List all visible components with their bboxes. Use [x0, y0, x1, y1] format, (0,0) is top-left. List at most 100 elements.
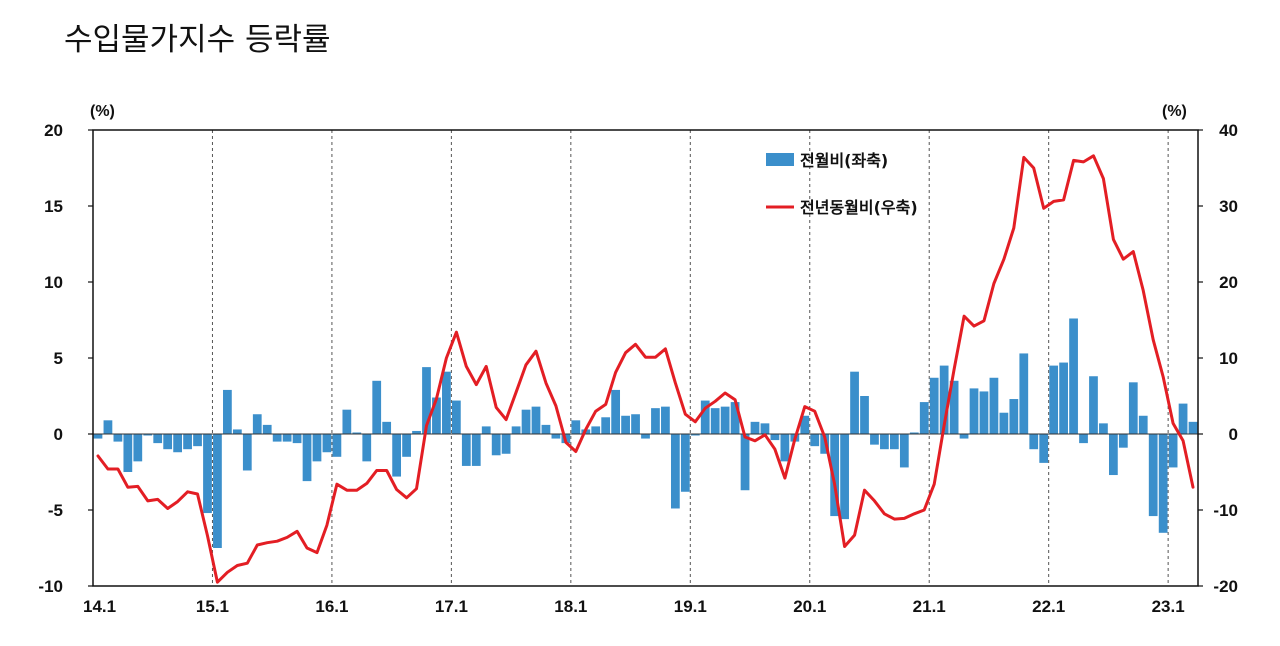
- bar: [422, 367, 431, 434]
- bar: [392, 434, 402, 477]
- bar: [810, 434, 820, 447]
- bar: [591, 426, 601, 434]
- bar: [1158, 434, 1168, 533]
- bar: [143, 434, 153, 436]
- x-tick-label: 21.1: [913, 597, 946, 616]
- bar: [611, 389, 621, 434]
- left-tick-label: -5: [48, 501, 63, 520]
- left-tick-label: 10: [44, 273, 63, 292]
- x-tick-label: 22.1: [1032, 597, 1065, 616]
- bar: [223, 389, 232, 434]
- bar: [213, 434, 222, 548]
- bar: [1059, 362, 1068, 434]
- left-tick-label: 5: [54, 349, 63, 368]
- bar: [312, 434, 322, 462]
- bar: [302, 434, 312, 482]
- bar: [511, 426, 521, 434]
- bar: [1188, 421, 1198, 434]
- bar: [919, 402, 929, 434]
- bar: [1128, 382, 1138, 434]
- bar: [700, 400, 710, 434]
- bar: [939, 365, 949, 434]
- bar: [352, 432, 362, 434]
- bar: [1019, 353, 1029, 434]
- bar: [471, 434, 481, 466]
- bar: [1099, 423, 1108, 434]
- bar: [292, 434, 302, 444]
- bar: [1049, 365, 1059, 434]
- bar: [113, 434, 123, 442]
- bar: [282, 434, 292, 442]
- bar: [770, 434, 780, 441]
- right-tick-label: 40: [1219, 121, 1238, 140]
- bar: [641, 434, 650, 439]
- bar: [929, 377, 939, 434]
- line-series: [96, 154, 1195, 584]
- bar: [760, 423, 770, 434]
- bar: [501, 434, 511, 454]
- bar: [93, 434, 103, 439]
- bar: [949, 380, 959, 434]
- bar: [800, 415, 810, 434]
- bar: [989, 377, 999, 434]
- bar: [1109, 434, 1118, 476]
- bar: [173, 434, 182, 453]
- bar: [252, 414, 262, 434]
- bar: [1079, 434, 1088, 444]
- bar: [272, 434, 282, 442]
- bar: [840, 434, 849, 520]
- bar: [850, 371, 859, 434]
- bar: [322, 434, 332, 453]
- left-tick-label: 15: [44, 197, 63, 216]
- bar: [889, 434, 899, 450]
- bar: [342, 409, 352, 434]
- x-tick-label: 17.1: [435, 597, 468, 616]
- legend: 전월비(좌축) 전년동월비(우축): [766, 151, 918, 217]
- left-tick-label: 20: [44, 121, 63, 140]
- bar: [720, 406, 730, 434]
- bar: [601, 417, 611, 434]
- bar: [103, 420, 113, 434]
- bar: [262, 424, 272, 434]
- bar: [670, 434, 680, 509]
- bar: [133, 434, 143, 462]
- bar: [232, 429, 242, 434]
- bar: [461, 434, 471, 466]
- x-tick-label: 15.1: [196, 597, 229, 616]
- left-tick-label: -10: [38, 577, 63, 596]
- bar: [412, 430, 421, 434]
- bar: [899, 434, 909, 468]
- legend-line-label: 전년동월비(우축): [800, 198, 918, 217]
- bar: [382, 421, 392, 434]
- bar: [959, 434, 969, 439]
- right-tick-label: 10: [1219, 349, 1238, 368]
- bar-series: [93, 318, 1198, 548]
- bar: [531, 406, 541, 434]
- bar: [780, 434, 790, 462]
- bar: [631, 414, 640, 434]
- bar: [123, 434, 133, 472]
- bar: [551, 434, 561, 439]
- bar: [481, 426, 491, 434]
- x-tick-label: 16.1: [315, 597, 348, 616]
- bar: [451, 400, 461, 434]
- bar: [730, 402, 740, 434]
- bar: [1039, 434, 1049, 463]
- bar: [979, 391, 989, 434]
- right-axis-unit: (%): [1162, 103, 1187, 120]
- bar: [183, 434, 192, 450]
- bar: [870, 434, 879, 445]
- bar: [521, 409, 531, 434]
- bar: [690, 434, 700, 436]
- bar: [203, 434, 212, 514]
- right-tick-label: -20: [1213, 577, 1238, 596]
- left-axis-unit: (%): [90, 103, 115, 120]
- bar: [1029, 434, 1039, 450]
- right-tick-label: -10: [1213, 501, 1238, 520]
- bar: [1009, 399, 1019, 434]
- x-tick-label: 20.1: [793, 597, 826, 616]
- right-tick-label: 0: [1229, 425, 1238, 444]
- bar: [372, 380, 382, 434]
- bar: [1118, 434, 1128, 448]
